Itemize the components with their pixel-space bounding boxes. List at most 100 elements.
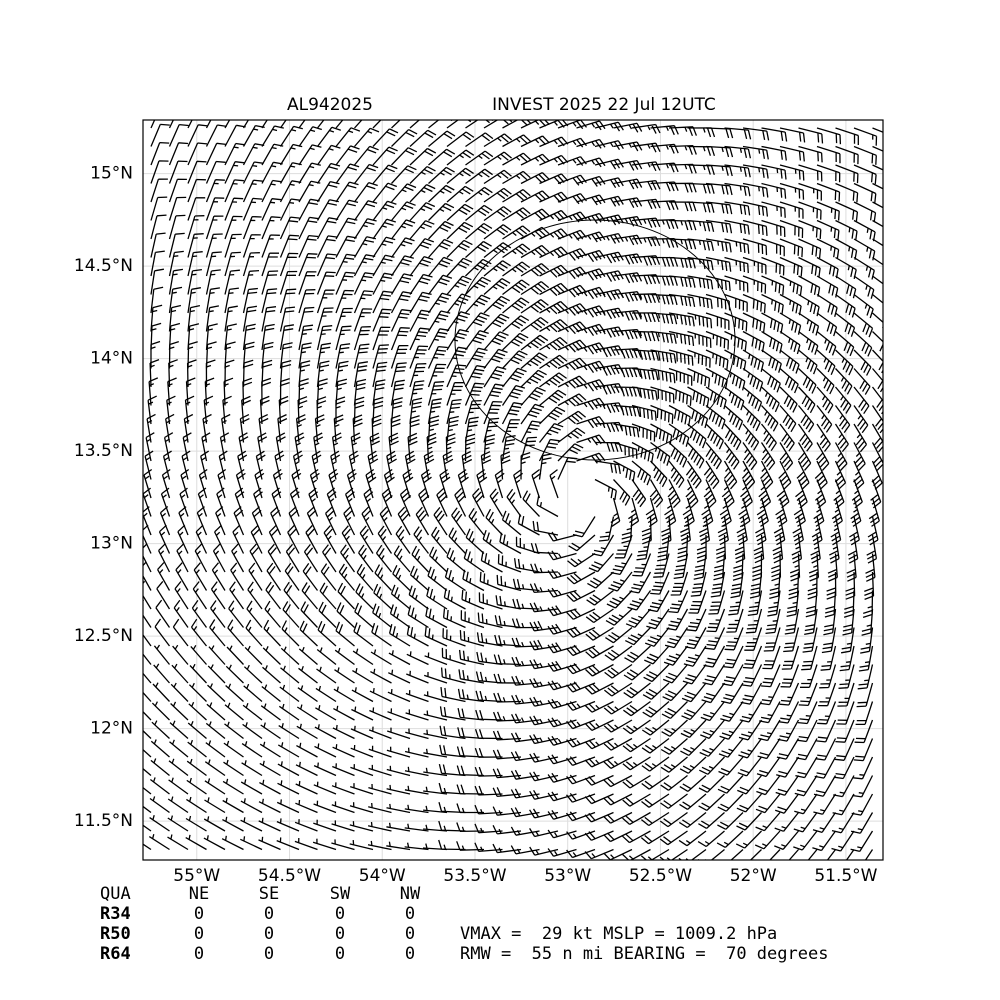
wind-barb [501, 384, 526, 406]
wind-barb [703, 460, 720, 490]
wind-barb [817, 701, 837, 725]
wind-barb [594, 421, 624, 433]
wind-barb [838, 664, 855, 689]
wind-barb [192, 581, 208, 610]
wind-barb [205, 124, 227, 147]
wind-barb [446, 167, 474, 185]
wind-barb [386, 803, 411, 814]
wind-barb [353, 218, 377, 240]
wind-barb [297, 396, 308, 425]
wind-barb [631, 479, 647, 508]
table-cell: 0 [335, 944, 345, 964]
wind-barb [313, 762, 337, 777]
wind-barb [603, 830, 633, 843]
wind-barb [240, 836, 263, 851]
wind-barb [223, 377, 234, 406]
wind-barb [277, 742, 300, 758]
wind-barb [736, 793, 762, 813]
wind-barb [202, 413, 212, 443]
wind-barb [409, 202, 436, 221]
wind-barb [660, 738, 688, 755]
wind-barb [779, 423, 795, 452]
wind-barb [668, 330, 695, 346]
wind-barb [584, 756, 614, 768]
wind-barb [492, 730, 522, 741]
wind-barb [698, 775, 725, 793]
wind-barb [205, 120, 212, 129]
wind-barb [143, 748, 152, 758]
wind-barb [205, 233, 223, 258]
wind-barb [297, 685, 318, 703]
wind-barb [259, 779, 281, 795]
wind-barb [513, 468, 523, 499]
wind-barb [625, 627, 651, 646]
wind-barb [219, 432, 230, 462]
wind-barb [668, 182, 697, 193]
wind-barb [207, 683, 226, 702]
wind-barb [171, 663, 189, 684]
wind-barb [239, 414, 250, 443]
wind-barb [529, 715, 559, 726]
wind-barb [788, 571, 800, 600]
wind-barb [680, 738, 707, 756]
wind-barb [613, 479, 631, 506]
wind-barb [373, 583, 392, 610]
wind-barb [732, 553, 744, 581]
wind-barb [349, 840, 374, 851]
wind-barb [668, 293, 696, 308]
wind-barb [143, 786, 152, 795]
wind-barb [700, 719, 725, 740]
wind-barb [320, 563, 337, 591]
wind-barb [650, 162, 679, 173]
wind-barb [278, 723, 300, 740]
wind-barb [872, 293, 883, 309]
wind-barb [428, 130, 456, 147]
wind-barb [705, 275, 731, 292]
wind-barb [462, 569, 485, 592]
wind-barb [529, 620, 559, 632]
wind-barb [386, 841, 411, 851]
wind-barb [242, 143, 265, 166]
wind-barb [289, 487, 300, 517]
wind-barb [539, 173, 569, 185]
wind-barb [767, 590, 781, 617]
wind-barb [547, 772, 577, 783]
wind-barb [845, 571, 856, 600]
wind-barb [700, 701, 726, 722]
wind-barb [613, 159, 643, 171]
wind-barb [166, 395, 176, 425]
wind-barb [650, 293, 678, 306]
wind-barb [180, 468, 190, 499]
wind-barb [520, 352, 548, 369]
wind-barb [557, 375, 587, 389]
wind-barb [493, 654, 522, 666]
wind-barb [204, 797, 226, 814]
wind-barb [520, 153, 550, 166]
wind-barb [150, 758, 170, 777]
wind-barb [821, 627, 837, 654]
wind-barb [335, 378, 348, 406]
wind-barb [223, 759, 244, 777]
wind-barb [483, 295, 511, 314]
wind-barb [511, 656, 540, 667]
wind-barb [185, 815, 207, 832]
wind-barb [404, 747, 429, 758]
wind-barb [779, 127, 806, 143]
wind-barb [150, 196, 168, 221]
wind-barb [331, 432, 342, 462]
wind-barb [313, 819, 337, 832]
wind-barb [614, 534, 633, 559]
wind-barb [298, 120, 306, 129]
wind-barb [853, 460, 865, 490]
wind-barb [827, 553, 838, 582]
wind-barb [150, 777, 170, 795]
wind-barb [631, 161, 661, 172]
wind-barb [613, 367, 642, 378]
wind-barb [261, 143, 284, 166]
wind-barb [688, 590, 707, 614]
wind-barb [292, 450, 303, 480]
wind-barb [386, 822, 411, 832]
wind-barb [464, 416, 479, 443]
wind-barb [476, 632, 503, 647]
wind-barb [423, 805, 448, 814]
